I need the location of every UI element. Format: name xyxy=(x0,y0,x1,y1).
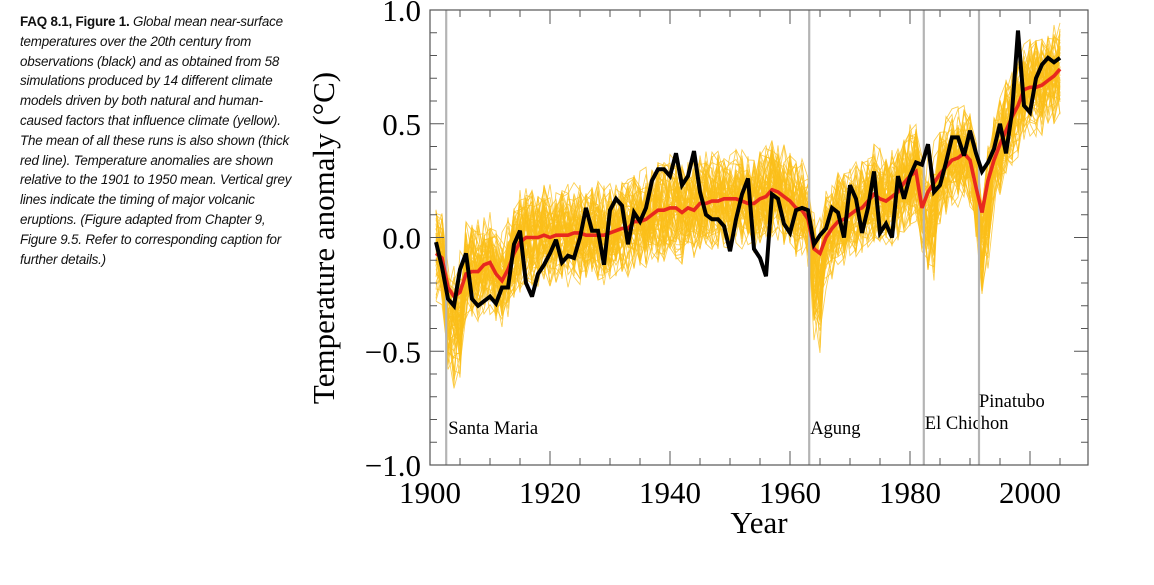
y-tick-label: 0.0 xyxy=(382,221,421,256)
x-axis-title: Year xyxy=(730,505,788,540)
model-runs-group xyxy=(435,22,1061,389)
x-tick-label: 1920 xyxy=(519,475,581,510)
caption-lead: FAQ 8.1, Figure 1. xyxy=(20,14,130,29)
y-tick-label: −1.0 xyxy=(365,448,421,483)
x-axis-ticks: 1900 1920 1940 1960 1980 2000 xyxy=(399,10,1061,510)
y-tick-label: 0.5 xyxy=(382,107,421,142)
observations-line xyxy=(434,30,1062,311)
y-tick-label: 1.0 xyxy=(382,0,421,28)
y-axis-title: Temperature anomaly (°C) xyxy=(306,72,341,404)
y-tick-label: −0.5 xyxy=(365,334,421,369)
x-tick-label: 1940 xyxy=(639,475,701,510)
volcano-label: Santa Maria xyxy=(448,419,538,439)
caption-body: Global mean near-surface temperatures ov… xyxy=(20,14,292,267)
model-run-line xyxy=(435,49,1061,323)
y-axis-ticks: −1.0 −0.5 0.0 0.5 1.0 xyxy=(365,0,1088,483)
volcano-label: Pinatubo xyxy=(979,392,1045,412)
volcano-label: El Chichon xyxy=(925,414,1009,434)
volcano-label: Agung xyxy=(810,419,860,439)
x-tick-label: 1980 xyxy=(879,475,941,510)
x-tick-label: 1960 xyxy=(759,475,821,510)
series-group xyxy=(434,30,1062,311)
model-mean-line xyxy=(434,67,1062,300)
x-tick-label: 2000 xyxy=(999,475,1061,510)
model-run-line xyxy=(435,40,1061,336)
x-tick-label: 1900 xyxy=(399,475,461,510)
model-run-line xyxy=(435,34,1061,360)
figure-caption: FAQ 8.1, Figure 1. Global mean near-surf… xyxy=(20,12,300,269)
